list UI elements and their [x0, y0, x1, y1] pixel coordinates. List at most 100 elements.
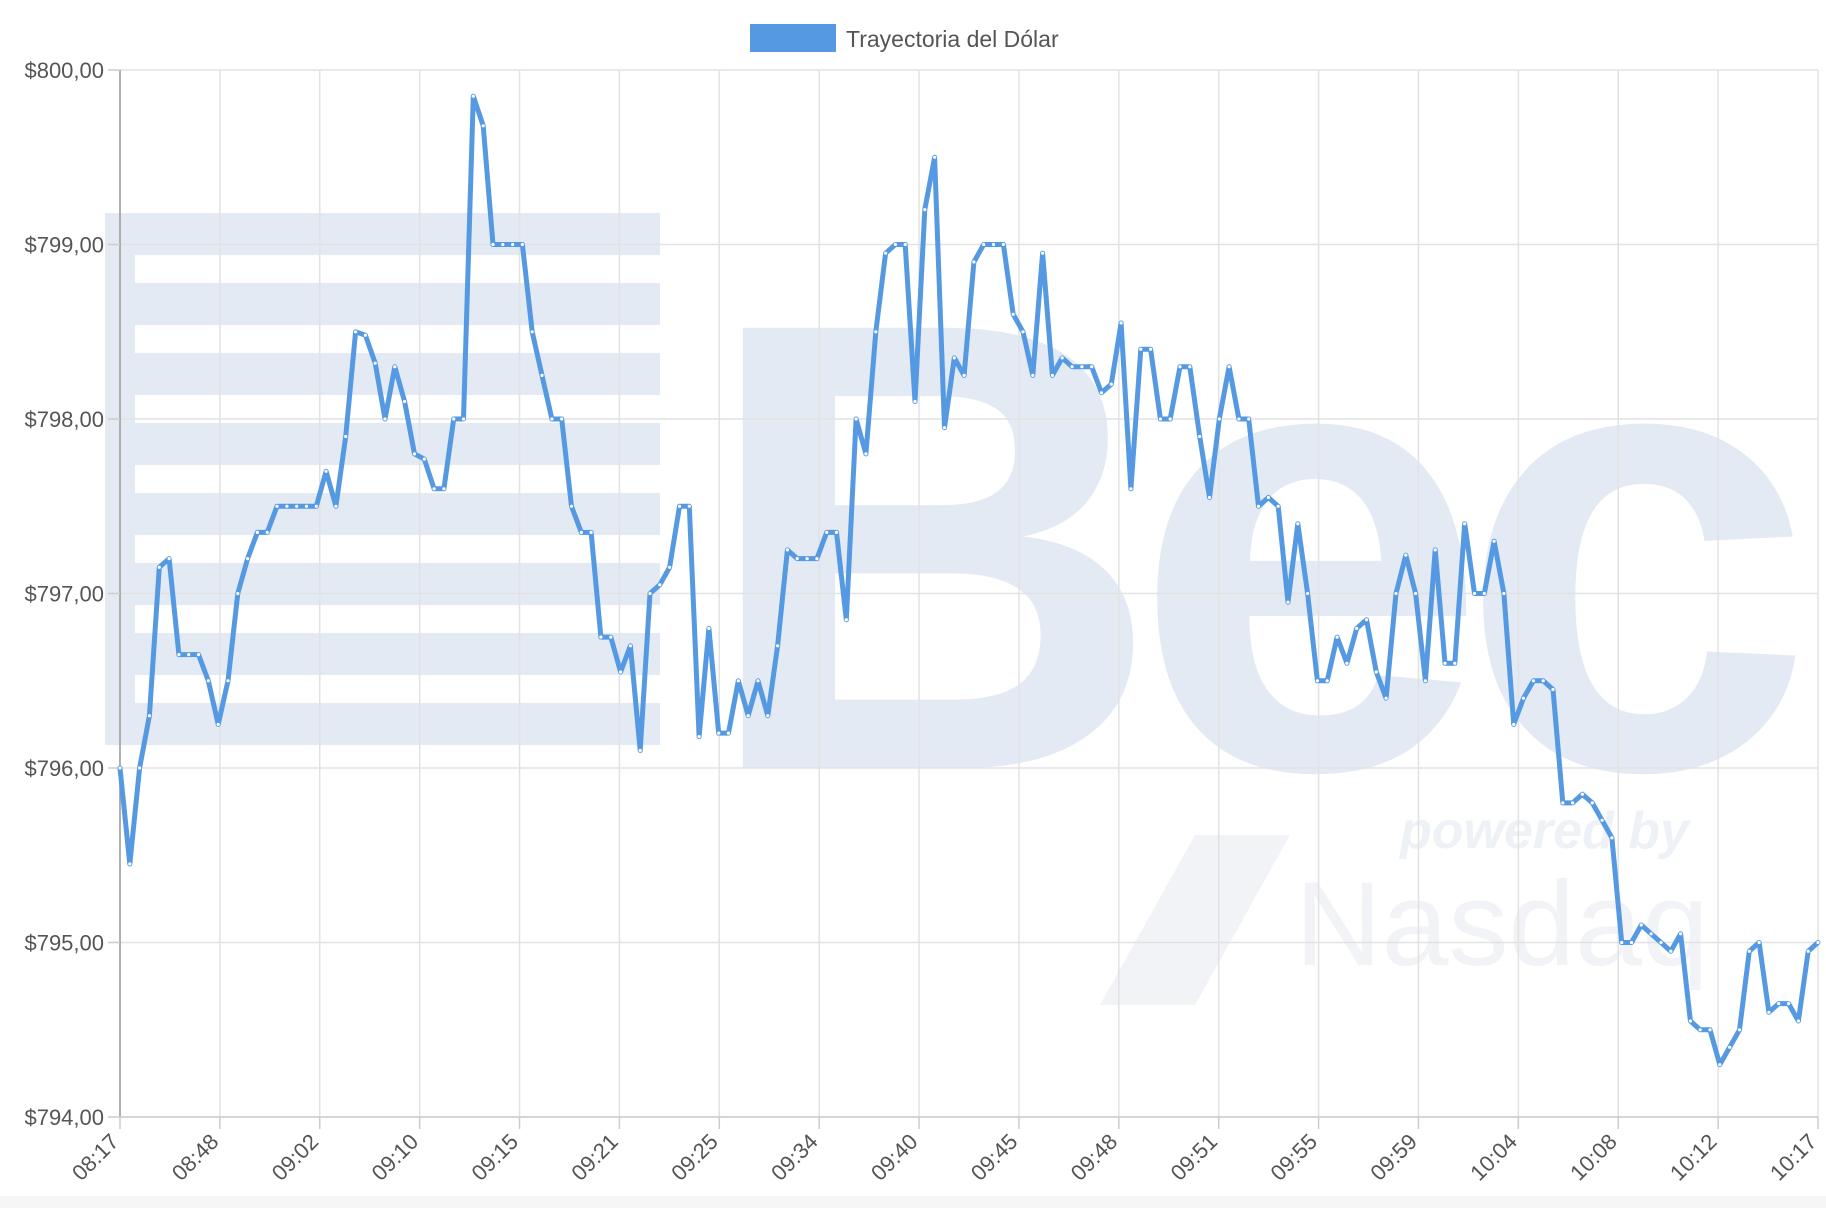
data-point[interactable]	[206, 679, 210, 683]
data-point[interactable]	[334, 504, 338, 508]
data-point[interactable]	[226, 679, 230, 683]
data-point[interactable]	[1139, 347, 1143, 351]
data-point[interactable]	[736, 679, 740, 683]
data-point[interactable]	[834, 530, 839, 535]
data-point[interactable]	[1590, 801, 1594, 805]
data-point[interactable]	[265, 530, 269, 535]
data-point[interactable]	[1787, 1002, 1791, 1006]
data-point[interactable]	[1041, 251, 1045, 255]
data-point[interactable]	[1541, 679, 1545, 683]
data-point[interactable]	[609, 635, 613, 639]
data-point[interactable]	[1659, 940, 1663, 945]
data-point[interactable]	[687, 504, 691, 508]
data-point[interactable]	[501, 242, 505, 247]
data-point[interactable]	[825, 530, 829, 535]
data-point[interactable]	[1521, 696, 1526, 700]
data-point[interactable]	[1158, 417, 1162, 421]
data-point[interactable]	[1325, 679, 1329, 683]
data-point[interactable]	[569, 504, 574, 508]
data-point[interactable]	[314, 504, 318, 508]
data-point[interactable]	[785, 548, 790, 552]
data-point[interactable]	[147, 714, 151, 718]
data-point[interactable]	[1256, 504, 1261, 508]
data-point[interactable]	[1149, 347, 1153, 351]
data-point[interactable]	[1207, 495, 1212, 500]
data-point[interactable]	[1060, 356, 1064, 360]
data-point[interactable]	[246, 557, 250, 561]
data-point[interactable]	[520, 242, 525, 247]
data-point[interactable]	[1757, 940, 1761, 945]
data-point[interactable]	[412, 452, 417, 456]
data-point[interactable]	[373, 361, 377, 365]
data-point[interactable]	[864, 452, 868, 456]
data-point[interactable]	[1472, 591, 1477, 596]
data-point[interactable]	[471, 94, 475, 98]
data-point[interactable]	[599, 635, 603, 639]
data-point[interactable]	[1728, 1045, 1732, 1049]
data-point[interactable]	[1698, 1028, 1702, 1032]
data-point[interactable]	[668, 565, 672, 569]
data-point[interactable]	[255, 530, 259, 535]
data-point[interactable]	[884, 251, 888, 255]
data-point[interactable]	[1571, 801, 1575, 805]
data-point[interactable]	[128, 862, 132, 866]
data-point[interactable]	[177, 653, 181, 657]
data-point[interactable]	[383, 417, 387, 421]
data-point[interactable]	[1394, 591, 1398, 596]
data-point[interactable]	[1512, 722, 1516, 727]
data-point[interactable]	[1306, 591, 1310, 596]
data-point[interactable]	[1070, 365, 1074, 369]
data-point[interactable]	[1364, 618, 1369, 622]
data-point[interactable]	[461, 417, 466, 421]
data-point[interactable]	[952, 356, 956, 360]
data-point[interactable]	[1688, 1019, 1692, 1023]
data-point[interactable]	[1561, 801, 1565, 805]
data-point[interactable]	[874, 330, 878, 334]
data-point[interactable]	[776, 644, 780, 648]
data-point[interactable]	[1482, 591, 1486, 596]
data-point[interactable]	[344, 434, 348, 439]
data-point[interactable]	[1050, 373, 1054, 377]
data-point[interactable]	[1404, 553, 1408, 557]
data-point[interactable]	[1492, 539, 1496, 543]
data-point[interactable]	[1021, 330, 1025, 334]
data-point[interactable]	[658, 583, 662, 587]
data-point[interactable]	[707, 626, 711, 631]
data-point[interactable]	[1374, 670, 1378, 674]
data-point[interactable]	[442, 487, 446, 491]
data-point[interactable]	[991, 242, 996, 247]
data-point[interactable]	[795, 557, 799, 561]
data-point[interactable]	[196, 653, 201, 657]
data-point[interactable]	[903, 242, 907, 247]
data-point[interactable]	[393, 365, 397, 369]
data-point[interactable]	[560, 417, 564, 421]
data-point[interactable]	[1168, 417, 1172, 421]
data-point[interactable]	[854, 417, 858, 421]
data-point[interactable]	[530, 330, 534, 334]
data-point[interactable]	[1433, 548, 1437, 552]
data-point[interactable]	[1639, 923, 1643, 927]
data-point[interactable]	[1620, 940, 1624, 945]
data-point[interactable]	[452, 417, 456, 421]
data-point[interactable]	[118, 766, 122, 770]
data-point[interactable]	[844, 618, 848, 622]
data-point[interactable]	[1600, 818, 1604, 822]
data-point[interactable]	[1345, 661, 1349, 665]
data-point[interactable]	[1080, 365, 1084, 369]
data-point[interactable]	[324, 469, 328, 473]
legend-swatch[interactable]	[750, 24, 836, 52]
data-point[interactable]	[1777, 1002, 1781, 1006]
data-point[interactable]	[1237, 417, 1241, 421]
data-point[interactable]	[933, 155, 937, 159]
data-point[interactable]	[628, 644, 633, 648]
data-point[interactable]	[1669, 949, 1673, 953]
data-point[interactable]	[363, 333, 367, 337]
data-point[interactable]	[1443, 661, 1447, 665]
data-point[interactable]	[717, 731, 721, 735]
data-point[interactable]	[1001, 242, 1006, 247]
data-point[interactable]	[1315, 679, 1319, 683]
data-point[interactable]	[589, 530, 593, 535]
data-point[interactable]	[1551, 687, 1555, 692]
data-point[interactable]	[1679, 932, 1683, 936]
data-point[interactable]	[1629, 940, 1634, 945]
